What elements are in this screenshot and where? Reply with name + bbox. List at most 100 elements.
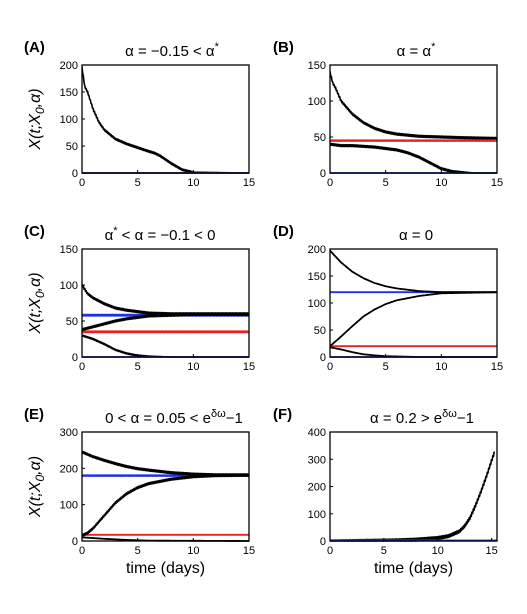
x-tick-label: 15: [243, 361, 255, 373]
series-black-line: [330, 71, 497, 141]
series-black-line: [82, 312, 249, 332]
axes-frame: [81, 64, 250, 174]
x-tick-label: 5: [381, 545, 387, 557]
x-axis-label: time (days): [374, 560, 453, 577]
panel-e: (E) 0 < α = 0.05 < eδω−1 0 5 10 15 0 100 200 300 X…: [24, 406, 255, 577]
series-black-line: [82, 450, 249, 477]
x-tick-label: 5: [135, 361, 141, 373]
series-black-line: [330, 142, 497, 174]
plot-area: [330, 71, 497, 174]
x-tick-label: 0: [327, 545, 333, 557]
x-tick-label: 15: [485, 545, 497, 557]
y-tick-label: 200: [60, 60, 78, 72]
y-tick-label: 100: [308, 509, 326, 521]
series-black-line: [82, 473, 249, 537]
y-tick-label: 100: [60, 114, 78, 126]
y-tick-label: 150: [60, 87, 78, 99]
x-tick-label: 0: [79, 545, 85, 557]
x-tick-label: 15: [243, 177, 255, 189]
series-black-line: [82, 66, 249, 174]
plot-area: [330, 451, 497, 542]
y-tick-label: 50: [314, 132, 326, 144]
y-tick-label: 150: [308, 271, 326, 283]
series-black-line: [330, 250, 497, 294]
x-tick-label: 15: [491, 361, 503, 373]
x-tick-label: 0: [327, 361, 333, 373]
panel-letter: (A): [24, 39, 45, 56]
axes-frame: [81, 248, 250, 358]
y-tick-label: 400: [308, 427, 326, 439]
series-black-line: [330, 291, 497, 347]
y-tick-label: 200: [60, 463, 78, 475]
y-tick-label: 0: [72, 536, 78, 548]
plot-area: [82, 450, 249, 542]
x-tick-label: 15: [243, 545, 255, 557]
x-axis-label: time (days): [126, 560, 205, 577]
y-axis-label: X(t;X0,α): [27, 88, 47, 150]
series-black-line: [330, 451, 496, 542]
x-tick-label: 5: [135, 545, 141, 557]
axes-frame: [329, 248, 498, 358]
axes-frame: [329, 64, 498, 174]
y-tick-label: 100: [60, 500, 78, 512]
y-tick-label: 0: [320, 352, 326, 364]
panel-title: α = −0.15 < α*: [125, 41, 220, 60]
x-tick-label: 10: [187, 545, 199, 557]
y-tick-label: 300: [60, 427, 78, 439]
panel-title: α = α*: [397, 41, 436, 60]
y-tick-label: 200: [308, 482, 326, 494]
y-tick-label: 100: [308, 96, 326, 108]
series-black-line: [330, 346, 497, 358]
panel-c: (C) α* < α = −0.1 < 00 5 10 15050100150X(t;X…: [24, 223, 255, 373]
series-black-line: [82, 283, 249, 316]
panel-letter: (B): [273, 39, 294, 56]
y-axis-label: X(t;X0,α): [27, 272, 47, 334]
y-tick-label: 0: [320, 168, 326, 180]
x-tick-label: 10: [187, 177, 199, 189]
panel-letter: (C): [24, 223, 45, 240]
y-tick-label: 0: [72, 168, 78, 180]
y-tick-label: 150: [308, 60, 326, 72]
y-tick-label: 50: [66, 316, 78, 328]
x-tick-label: 5: [383, 177, 389, 189]
y-tick-label: 0: [320, 536, 326, 548]
series-red-line: [330, 139, 497, 142]
panel-letter: (E): [24, 406, 44, 423]
y-tick-label: 100: [308, 298, 326, 310]
x-tick-label: 15: [491, 177, 503, 189]
y-tick-label: 300: [308, 454, 326, 466]
y-tick-label: 200: [308, 244, 326, 256]
panel-f: (F) α = 0.2 > eδω−1 0 5 10 15 0 100 200 300 400 tim…: [273, 406, 498, 577]
panel-letter: (D): [273, 223, 294, 240]
y-tick-label: 50: [314, 325, 326, 337]
panel-title: α = 0.2 > eδω−1: [370, 408, 474, 427]
axes-frame: [329, 431, 498, 542]
series-red-line: [82, 330, 249, 334]
series-black-line: [82, 334, 249, 358]
x-tick-label: 10: [435, 361, 447, 373]
y-tick-label: 150: [60, 244, 78, 256]
panel-title: 0 < α = 0.05 < eδω−1: [105, 408, 243, 427]
y-tick-label: 50: [66, 141, 78, 153]
panel-letter: (F): [273, 406, 292, 423]
plot-area: [82, 66, 249, 174]
x-tick-label: 0: [79, 361, 85, 373]
x-tick-label: 0: [327, 177, 333, 189]
panel-title: α = 0: [399, 227, 433, 244]
axes-frame: [81, 431, 250, 542]
y-tick-label: 0: [72, 352, 78, 364]
x-tick-label: 10: [187, 361, 199, 373]
panel-title: α* < α = −0.1 < 0: [105, 225, 216, 244]
plot-area: [330, 250, 497, 358]
y-tick-label: 100: [60, 280, 78, 292]
x-tick-label: 10: [435, 177, 447, 189]
x-tick-label: 5: [383, 361, 389, 373]
y-axis-label: X(t;X0,α): [27, 456, 47, 518]
x-tick-label: 0: [79, 177, 85, 189]
x-tick-label: 5: [135, 177, 141, 189]
plot-area: [82, 283, 249, 358]
panel-a: (A) α = −0.15 < α*0 5 10 15050100150200X(t;X…: [24, 39, 255, 189]
